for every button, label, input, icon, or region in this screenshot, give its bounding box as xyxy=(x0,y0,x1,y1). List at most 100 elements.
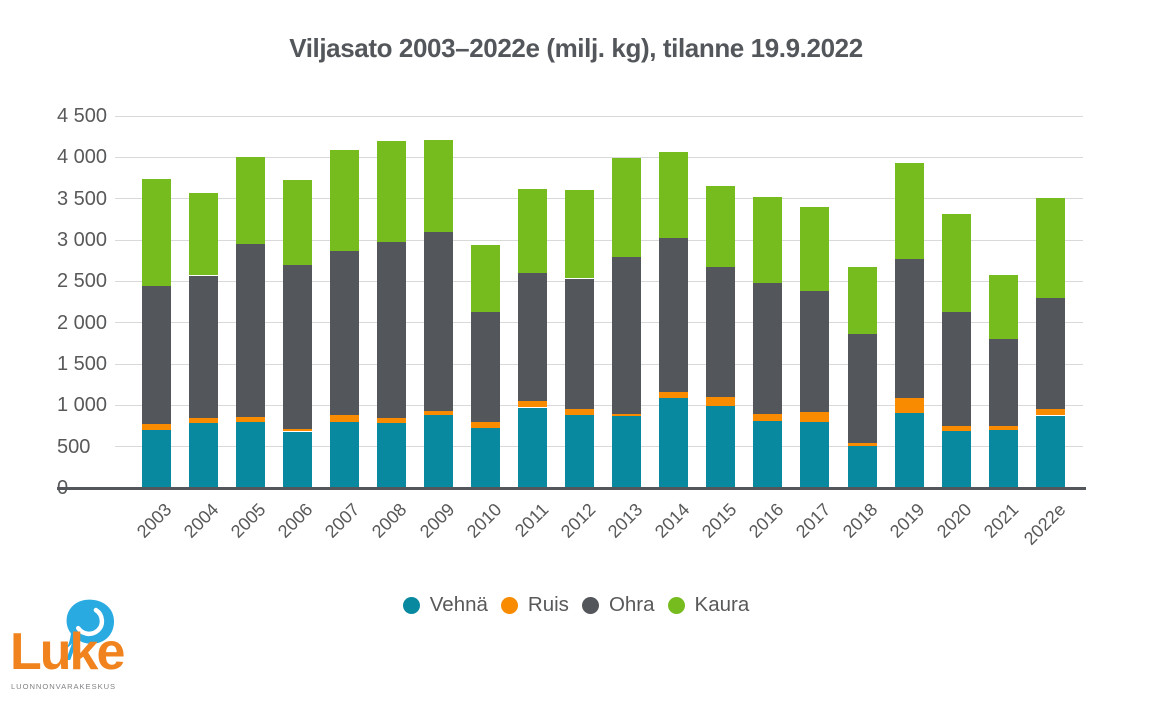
bar-segment-vehna xyxy=(424,414,453,488)
bar-segment-kaura xyxy=(659,151,689,239)
bar-segment-ruis xyxy=(424,411,453,415)
bar-segment-ruis xyxy=(1035,409,1065,416)
bar-segment-ohra xyxy=(941,312,971,426)
luke-subtitle: LUONNONVARAKESKUS xyxy=(11,682,117,691)
x-tick-label: 2020 xyxy=(932,499,976,542)
bar-segment-ohra xyxy=(800,291,830,413)
bar-segment-ruis xyxy=(706,397,736,406)
legend-label: Kaura xyxy=(694,593,750,616)
x-tick-label: 2018 xyxy=(838,499,882,542)
legend-dot-icon xyxy=(500,596,518,614)
x-tick-label: 2012 xyxy=(556,499,600,542)
bar-segment-ruis xyxy=(800,412,830,422)
bar-segment-kaura xyxy=(894,162,924,259)
x-tick-label: 2003 xyxy=(133,499,176,542)
bar-segment-vehna xyxy=(753,420,783,488)
bar-segment-vehna xyxy=(894,412,924,488)
legend-label: Vehnä xyxy=(429,593,488,616)
bar-segment-kaura xyxy=(612,157,642,257)
x-tick-label: 2005 xyxy=(227,499,270,542)
bar-segment-kaura xyxy=(235,156,265,244)
bar-segment-vehna xyxy=(188,423,218,488)
bar-segment-ruis xyxy=(847,442,877,447)
bar-segment-ruis xyxy=(988,425,1018,431)
bar-segment-kaura xyxy=(988,275,1018,340)
bar-segment-vehna xyxy=(612,416,642,488)
bar-segment-vehna xyxy=(988,430,1018,488)
bar-segment-vehna xyxy=(376,422,406,488)
y-tick-label: 1 000 xyxy=(57,394,108,417)
x-tick-label: 2021 xyxy=(980,499,1023,542)
x-tick-label: 2019 xyxy=(885,499,929,542)
y-tick-label: 500 xyxy=(57,435,91,458)
bar-segment-ohra xyxy=(612,256,642,414)
x-tick-label: 2008 xyxy=(368,499,411,542)
x-axis-line xyxy=(57,486,1086,490)
gridline xyxy=(115,404,1083,406)
bar-segment-vehna xyxy=(941,431,971,488)
bar-segment-ohra xyxy=(1035,298,1065,410)
bar-segment-kaura xyxy=(188,192,218,276)
gridline xyxy=(115,198,1083,200)
x-tick-label: 2009 xyxy=(415,499,458,542)
x-tick-label: 2011 xyxy=(510,499,553,541)
bar-segment-ruis xyxy=(376,417,406,423)
bar-segment-ohra xyxy=(329,250,359,415)
chart-title: Viljasato 2003–2022e (milj. kg), tilanne… xyxy=(289,33,863,63)
bar-segment-ruis xyxy=(471,422,500,429)
bar-segment-kaura xyxy=(565,189,595,279)
bar-segment-ohra xyxy=(188,275,218,419)
luke-leaf-icon xyxy=(66,599,115,660)
gridline xyxy=(115,156,1083,158)
bar-segment-ruis xyxy=(612,414,642,417)
bar-segment-kaura xyxy=(282,179,312,265)
legend-label: Ruis xyxy=(527,593,569,616)
bar-segment-kaura xyxy=(471,244,500,312)
bar-segment-vehna xyxy=(659,398,689,488)
y-tick-label: 3 000 xyxy=(57,229,108,251)
bar-segment-ruis xyxy=(518,401,548,408)
bar-segment-ohra xyxy=(847,334,877,443)
bar-segment-vehna xyxy=(282,431,312,488)
bar-segment-kaura xyxy=(1035,197,1065,299)
bar-segment-vehna xyxy=(565,414,595,488)
bar-segment-ohra xyxy=(141,285,171,425)
bar-segment-ruis xyxy=(941,425,971,432)
x-tick-label: 2016 xyxy=(744,499,788,542)
bar-segment-kaura xyxy=(847,266,877,335)
x-tick-label: 2007 xyxy=(321,499,364,542)
bar-segment-vehna xyxy=(847,446,877,488)
bar-segment-kaura xyxy=(376,141,406,242)
y-tick-label: 4 500 xyxy=(57,105,108,127)
bar-segment-kaura xyxy=(941,213,971,312)
y-tick-label: 4 000 xyxy=(57,146,108,169)
bar-segment-kaura xyxy=(518,188,548,273)
bar-segment-ohra xyxy=(565,278,595,410)
bar-segment-vehna xyxy=(706,406,736,488)
bar-segment-ruis xyxy=(329,414,359,423)
bar-segment-ohra xyxy=(706,267,736,398)
legend-item-kaura: Kaura xyxy=(667,593,750,617)
gridline xyxy=(115,322,1083,324)
x-tick-label: 2010 xyxy=(462,499,505,542)
legend-dot-icon xyxy=(402,596,420,614)
legend-item-vehna: Vehnä xyxy=(402,593,488,617)
bar-segment-ruis xyxy=(894,397,924,413)
bar-segment-vehna xyxy=(1035,415,1065,488)
bar-segment-vehna xyxy=(329,422,359,488)
bar-segment-ohra xyxy=(518,272,548,401)
x-tick-label: 2015 xyxy=(697,499,741,542)
bar-segment-kaura xyxy=(424,139,453,232)
bar-segment-vehna xyxy=(141,430,171,488)
y-tick-label: 2 500 xyxy=(57,270,108,293)
bar-segment-ohra xyxy=(471,311,500,423)
bar-segment-ohra xyxy=(235,243,265,418)
gridline xyxy=(115,280,1083,282)
legend: Vehnä Ruis Ohra Kaura xyxy=(0,593,1152,617)
bar-segment-ruis xyxy=(659,391,689,398)
y-tick-label: 2 000 xyxy=(57,311,108,334)
bar-segment-ruis xyxy=(282,429,312,432)
luke-logo: Luke LUONNONVARAKESKUS xyxy=(10,596,190,700)
